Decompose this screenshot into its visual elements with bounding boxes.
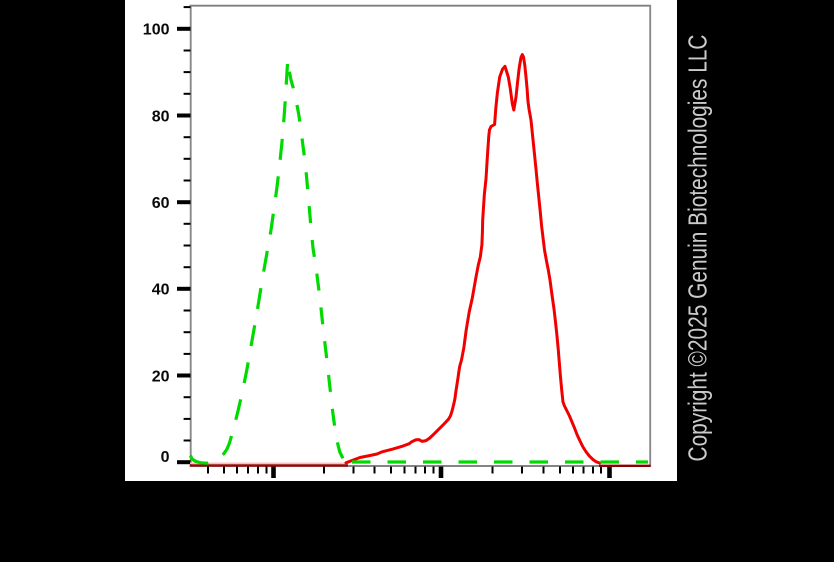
svg-text:40: 40 <box>152 282 170 299</box>
svg-text:20: 20 <box>152 369 170 386</box>
svg-text:Copyright ©2025 Genuin Biotech: Copyright ©2025 Genuin Biotechnologies L… <box>683 35 713 462</box>
svg-text:80: 80 <box>152 109 170 126</box>
svg-text:60: 60 <box>152 195 170 212</box>
svg-text:0: 0 <box>161 449 170 466</box>
svg-text:100: 100 <box>143 22 170 39</box>
